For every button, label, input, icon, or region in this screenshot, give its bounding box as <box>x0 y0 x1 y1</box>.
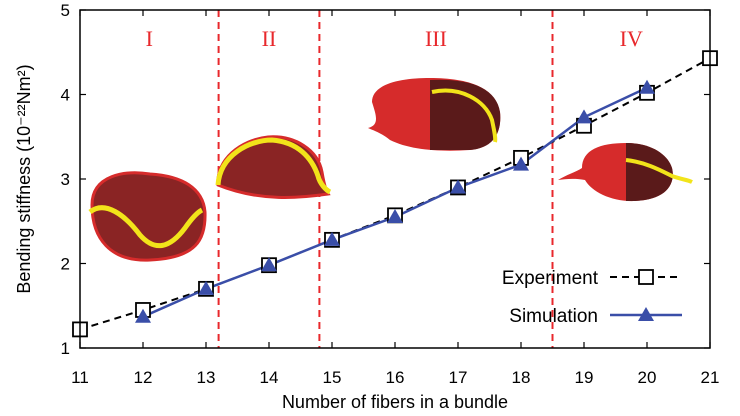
y-tick-label: 1 <box>61 339 70 358</box>
x-tick-label: 13 <box>197 368 216 387</box>
y-tick-label: 3 <box>61 170 70 189</box>
series-line-experiment <box>79 57 711 331</box>
x-tick-label: 17 <box>449 368 468 387</box>
illustration-region-iv <box>558 143 693 202</box>
legend-label-simulation: Simulation <box>509 306 598 327</box>
y-tick-label: 4 <box>61 86 70 105</box>
legend: Experiment Simulation <box>502 268 682 327</box>
x-tick-label: 11 <box>71 368 89 387</box>
x-tick-label: 16 <box>386 368 405 387</box>
illustration-region-i <box>88 171 207 262</box>
simulation-point-9 <box>639 79 655 94</box>
simulation-point-7 <box>513 156 529 171</box>
legend-label-experiment: Experiment <box>502 268 599 289</box>
x-tick-label: 14 <box>260 368 279 387</box>
x-tick-label: 20 <box>638 368 657 387</box>
illustration-region-iii <box>368 78 501 151</box>
simulation-point-3 <box>261 257 277 272</box>
region-label-1: I <box>146 26 153 51</box>
simulation-point-1 <box>135 308 151 323</box>
legend-marker-simulation <box>638 307 654 321</box>
x-tick-label: 12 <box>134 368 153 387</box>
region-labels: I II III IV <box>146 26 643 51</box>
x-tick-label: 21 <box>701 368 720 387</box>
y-axis-ticks: 1 2 3 4 5 <box>61 1 710 358</box>
illustration-region-ii <box>215 135 332 199</box>
x-axis-label: Number of fibers in a bundle <box>282 392 508 412</box>
x-tick-label: 18 <box>512 368 531 387</box>
series-markers <box>72 50 718 338</box>
simulation-point-5 <box>387 209 403 224</box>
region-label-3: III <box>425 26 447 51</box>
region-label-2: II <box>262 26 277 51</box>
region-label-4: IV <box>620 26 643 51</box>
legend-marker-experiment <box>638 269 654 285</box>
x-axis-ticks: 11 12 13 14 15 16 17 18 19 20 21 <box>71 10 719 387</box>
y-tick-label: 2 <box>61 255 70 274</box>
simulation-point-4 <box>324 231 340 246</box>
simulation-point-8 <box>576 109 592 124</box>
x-tick-label: 15 <box>323 368 342 387</box>
simulation-point-2 <box>198 280 214 295</box>
simulation-point-6 <box>450 179 466 194</box>
y-axis-label: Bending stiffness (10⁻²²Nm²) <box>14 64 34 293</box>
x-tick-label: 19 <box>575 368 594 387</box>
y-tick-label: 5 <box>61 1 70 20</box>
